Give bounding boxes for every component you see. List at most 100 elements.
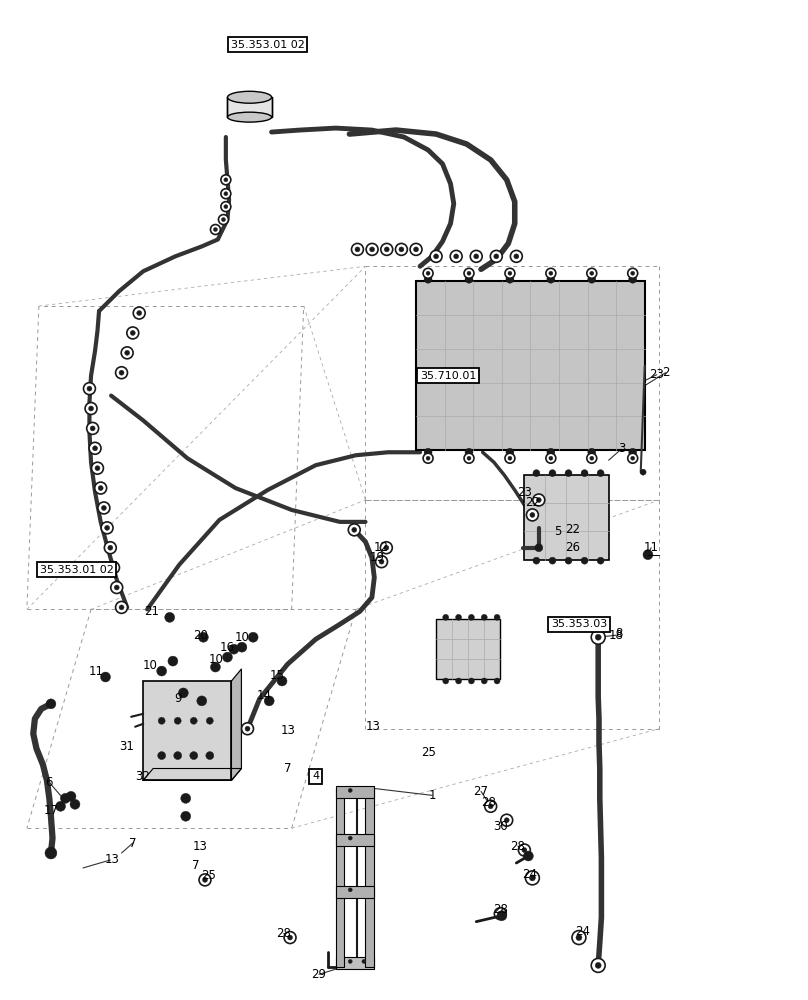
Circle shape — [206, 752, 214, 760]
Circle shape — [288, 935, 292, 940]
Circle shape — [527, 509, 538, 521]
Circle shape — [524, 851, 533, 861]
Text: 14: 14 — [257, 689, 271, 702]
Text: 28: 28 — [493, 903, 507, 916]
Circle shape — [467, 456, 471, 460]
Text: 21: 21 — [144, 605, 158, 618]
Circle shape — [565, 470, 572, 477]
Circle shape — [549, 470, 556, 477]
Circle shape — [66, 791, 76, 801]
Circle shape — [597, 557, 604, 564]
Text: 5: 5 — [554, 525, 562, 538]
Circle shape — [482, 614, 487, 620]
Circle shape — [482, 678, 487, 684]
Circle shape — [158, 717, 165, 724]
Bar — [228, 97, 271, 117]
Circle shape — [590, 456, 594, 460]
Circle shape — [100, 672, 111, 682]
Circle shape — [221, 175, 231, 185]
Circle shape — [348, 836, 352, 840]
Circle shape — [229, 644, 239, 654]
Circle shape — [221, 218, 225, 222]
Circle shape — [576, 935, 582, 941]
Circle shape — [119, 605, 124, 610]
Text: 35.710.01: 35.710.01 — [420, 371, 477, 381]
Circle shape — [56, 801, 65, 811]
Text: 27: 27 — [473, 785, 489, 798]
Circle shape — [264, 696, 274, 706]
Circle shape — [494, 678, 500, 684]
Circle shape — [111, 582, 123, 593]
Circle shape — [547, 275, 555, 283]
Text: 10: 10 — [208, 653, 224, 666]
Circle shape — [116, 367, 128, 379]
Bar — [143, 681, 231, 780]
Circle shape — [423, 453, 433, 463]
Circle shape — [181, 793, 191, 803]
Circle shape — [111, 565, 116, 570]
Circle shape — [525, 871, 540, 885]
Circle shape — [348, 788, 352, 792]
Circle shape — [384, 545, 389, 550]
Circle shape — [46, 699, 56, 709]
Circle shape — [529, 875, 536, 881]
Circle shape — [591, 958, 605, 972]
Circle shape — [519, 844, 530, 856]
Circle shape — [424, 448, 432, 456]
Circle shape — [469, 678, 474, 684]
Circle shape — [70, 799, 80, 809]
Bar — [336, 788, 344, 967]
Circle shape — [199, 874, 211, 886]
Circle shape — [595, 634, 601, 640]
Circle shape — [379, 559, 384, 564]
Circle shape — [284, 932, 296, 944]
Circle shape — [628, 453, 638, 463]
Text: 2: 2 — [662, 366, 669, 379]
Bar — [336, 786, 374, 798]
Text: 30: 30 — [493, 820, 507, 833]
Circle shape — [87, 386, 92, 391]
Text: 7: 7 — [129, 837, 137, 850]
Circle shape — [504, 818, 509, 823]
Circle shape — [426, 271, 430, 275]
Circle shape — [453, 254, 459, 259]
Bar — [416, 281, 645, 450]
Circle shape — [546, 453, 556, 463]
Circle shape — [494, 254, 499, 259]
Text: 18: 18 — [608, 629, 623, 642]
Circle shape — [121, 347, 133, 359]
Circle shape — [89, 406, 94, 411]
Circle shape — [494, 908, 507, 920]
Circle shape — [369, 247, 375, 252]
Text: 24: 24 — [522, 868, 537, 881]
Circle shape — [93, 446, 98, 451]
Text: 3: 3 — [619, 442, 626, 455]
Circle shape — [385, 247, 389, 252]
Circle shape — [410, 243, 422, 255]
Circle shape — [399, 247, 404, 252]
Circle shape — [362, 959, 366, 963]
Circle shape — [104, 542, 116, 554]
Circle shape — [497, 911, 507, 921]
Circle shape — [450, 250, 462, 262]
Bar — [524, 475, 608, 560]
Text: 23: 23 — [517, 486, 532, 499]
Circle shape — [101, 522, 113, 534]
Circle shape — [533, 557, 540, 564]
Circle shape — [643, 550, 653, 560]
Circle shape — [631, 456, 634, 460]
Circle shape — [221, 202, 231, 212]
Text: 16: 16 — [220, 641, 235, 654]
Circle shape — [190, 752, 198, 760]
Bar — [365, 788, 373, 967]
Circle shape — [494, 614, 500, 620]
Text: 22: 22 — [525, 496, 540, 509]
Circle shape — [137, 311, 141, 316]
Circle shape — [547, 448, 555, 456]
Circle shape — [101, 505, 107, 510]
Circle shape — [107, 545, 113, 550]
Text: 28: 28 — [481, 796, 495, 809]
Circle shape — [61, 793, 70, 803]
Circle shape — [498, 911, 503, 916]
Text: 11: 11 — [644, 541, 659, 554]
